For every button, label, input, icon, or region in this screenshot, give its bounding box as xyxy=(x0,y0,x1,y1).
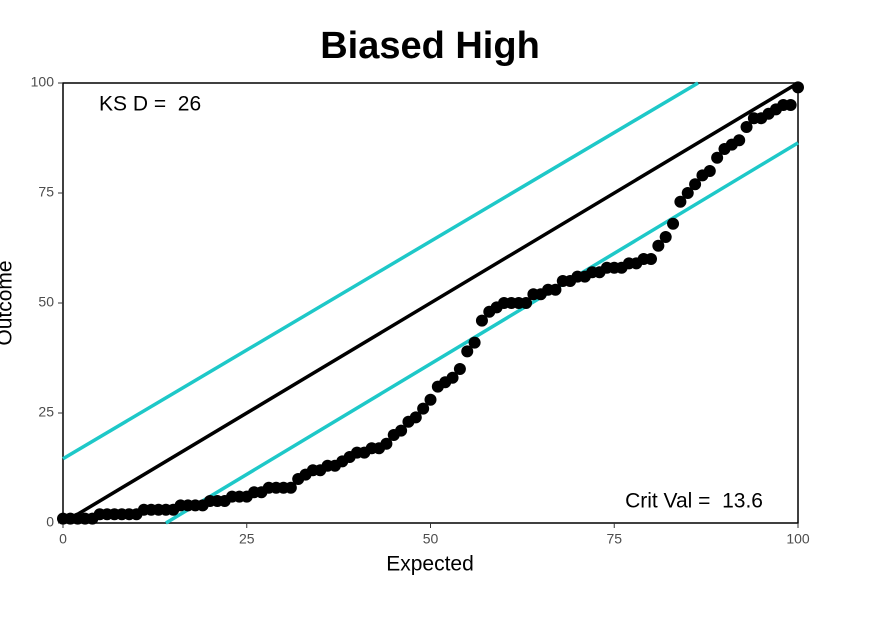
point xyxy=(681,187,694,199)
point xyxy=(711,151,724,164)
point xyxy=(424,393,437,406)
point xyxy=(284,481,297,494)
point xyxy=(409,411,422,424)
y-tick-label: 0 xyxy=(46,514,54,530)
reference-line xyxy=(62,81,799,525)
y-tick-label: 75 xyxy=(38,184,54,200)
y-tick-label: 100 xyxy=(31,74,55,90)
chart-title: Biased High xyxy=(320,25,540,67)
point xyxy=(740,121,753,133)
x-tick-label: 75 xyxy=(606,531,622,547)
point xyxy=(645,253,657,265)
point xyxy=(395,424,408,437)
point xyxy=(659,231,672,243)
point xyxy=(520,297,533,309)
x-tick-label: 50 xyxy=(423,531,439,547)
y-axis-label: Outcome xyxy=(0,260,17,345)
point xyxy=(784,99,797,111)
annotation: KS D = 26 xyxy=(99,93,201,116)
point xyxy=(475,314,488,327)
annotation: Crit Val = 13.6 xyxy=(625,490,763,513)
point xyxy=(792,81,804,94)
reference-line xyxy=(62,81,699,461)
y-tick-label: 25 xyxy=(38,404,54,420)
x-tick-label: 100 xyxy=(786,531,810,547)
y-tick-label: 50 xyxy=(38,294,54,310)
x-tick-label: 0 xyxy=(59,531,67,547)
point xyxy=(689,178,702,191)
point xyxy=(733,134,746,147)
point xyxy=(667,217,680,230)
point xyxy=(652,239,665,252)
point xyxy=(380,437,393,450)
point xyxy=(446,371,459,384)
point xyxy=(461,345,474,358)
x-axis-label: Expected xyxy=(386,553,474,576)
point xyxy=(674,195,687,208)
point xyxy=(549,283,562,296)
x-tick-label: 25 xyxy=(239,531,255,547)
point xyxy=(703,165,716,177)
reference-line xyxy=(164,141,799,525)
point xyxy=(453,363,466,375)
point xyxy=(468,336,481,349)
point xyxy=(417,402,430,415)
